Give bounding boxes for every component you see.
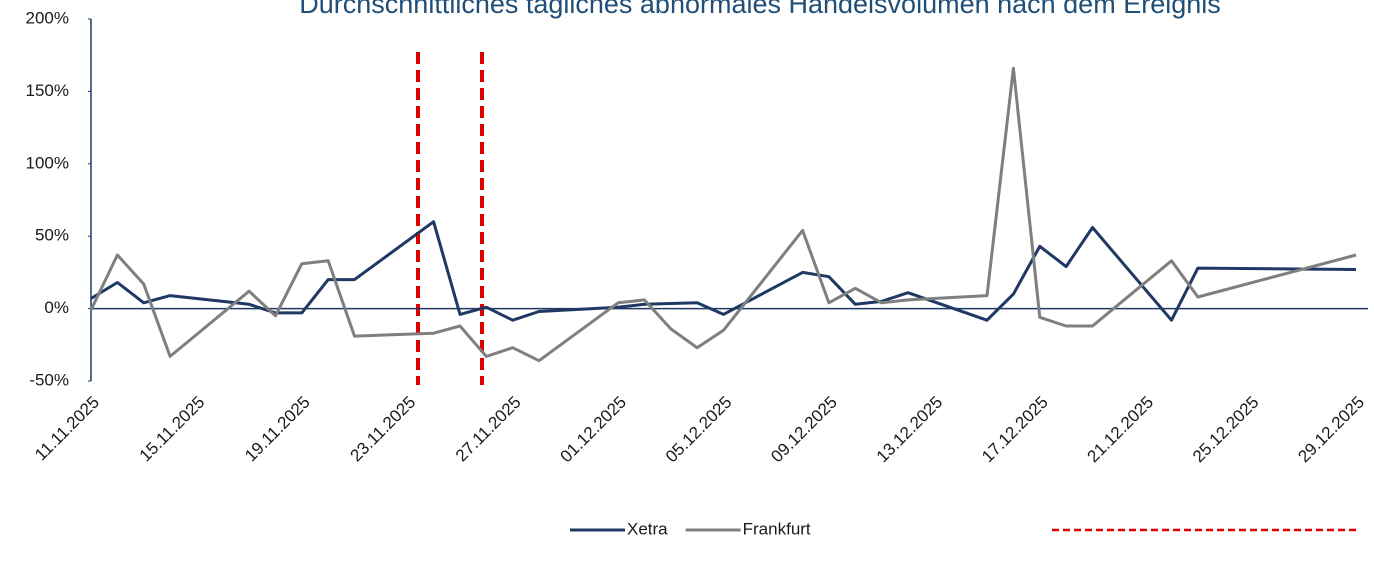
y-tick-label: 100% <box>26 153 69 172</box>
chart-title: Durchschnittliches tägliches abnormales … <box>299 0 1220 19</box>
y-tick-label: 50% <box>35 226 69 245</box>
x-tick-label: 11.11.2025 <box>31 393 103 465</box>
x-tick-label: 13.12.2025 <box>873 393 947 467</box>
line-series <box>89 66 1357 363</box>
y-tick-label: -50% <box>29 370 69 389</box>
x-tick-label: 09.12.2025 <box>767 393 841 467</box>
x-tick-label: 29.12.2025 <box>1294 393 1368 467</box>
x-tick-label: 05.12.2025 <box>662 393 736 467</box>
x-tick-label: 19.11.2025 <box>241 393 314 466</box>
legend-label: Frankfurt <box>743 519 811 538</box>
line-series <box>90 220 1357 322</box>
y-tick-label: 200% <box>26 8 69 27</box>
x-tick-label: 15.11.2025 <box>136 393 209 466</box>
x-tick-label: 17.12.2025 <box>978 393 1052 467</box>
x-tick-label: 23.11.2025 <box>347 393 420 466</box>
x-tick-label: 27.11.2025 <box>452 393 525 466</box>
y-tick-label: 150% <box>26 81 69 100</box>
y-tick-label: 0% <box>44 298 69 317</box>
x-tick-label: 01.12.2025 <box>556 393 630 467</box>
x-tick-label: 25.12.2025 <box>1189 393 1263 467</box>
x-tick-label: 21.12.2025 <box>1084 393 1158 467</box>
legend-label: Xetra <box>627 519 668 538</box>
